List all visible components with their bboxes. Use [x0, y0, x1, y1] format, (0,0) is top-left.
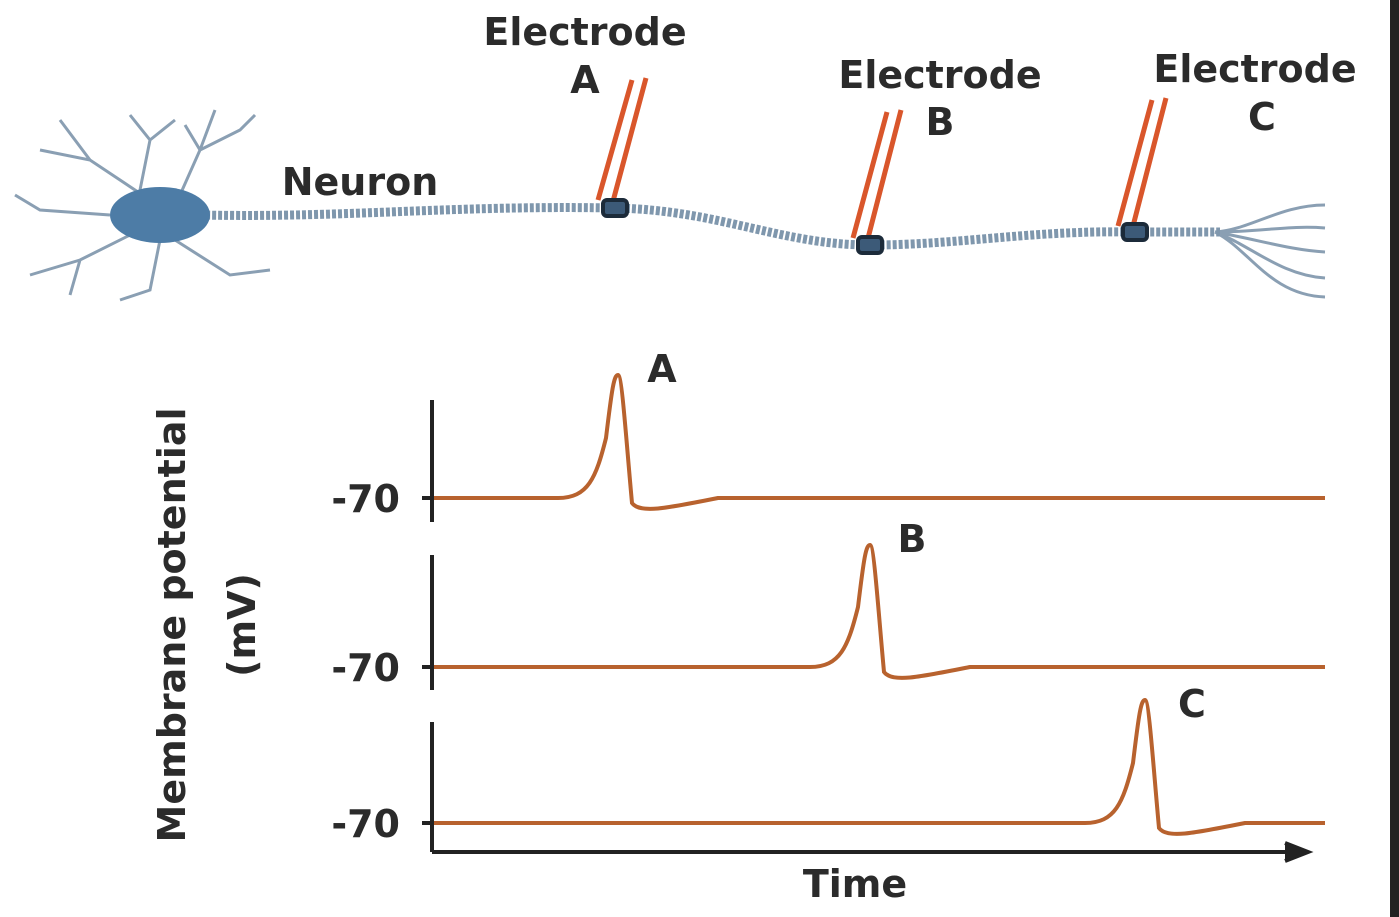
y-axis-label: (mV)	[220, 573, 264, 677]
baseline-label: -70	[331, 477, 400, 521]
electrode-letter: A	[570, 58, 600, 102]
electrode-letter: C	[1248, 95, 1276, 139]
potential-trace	[434, 372, 1325, 511]
y-axis-label: Membrane potential	[150, 408, 194, 843]
trace-label: A	[647, 347, 677, 391]
neuron-label: Neuron	[282, 160, 439, 204]
x-axis-label: Time	[803, 862, 907, 906]
traces	[434, 372, 1325, 836]
axes	[422, 400, 1314, 863]
soma	[110, 187, 210, 243]
electrode-label: Electrode	[838, 53, 1041, 97]
electrode-letter: B	[926, 100, 955, 144]
potential-trace	[434, 542, 1325, 680]
electrode-label: Electrode	[1153, 47, 1356, 91]
electrode-label: Electrode	[483, 10, 686, 54]
electrode-probes	[595, 77, 1169, 255]
trace-label: B	[898, 517, 927, 561]
trace-label: C	[1178, 682, 1206, 726]
baseline-label: -70	[331, 802, 400, 846]
potential-trace	[434, 697, 1325, 836]
edge	[1390, 0, 1399, 917]
baseline-label: -70	[331, 646, 400, 690]
neuron	[14, 109, 1326, 302]
